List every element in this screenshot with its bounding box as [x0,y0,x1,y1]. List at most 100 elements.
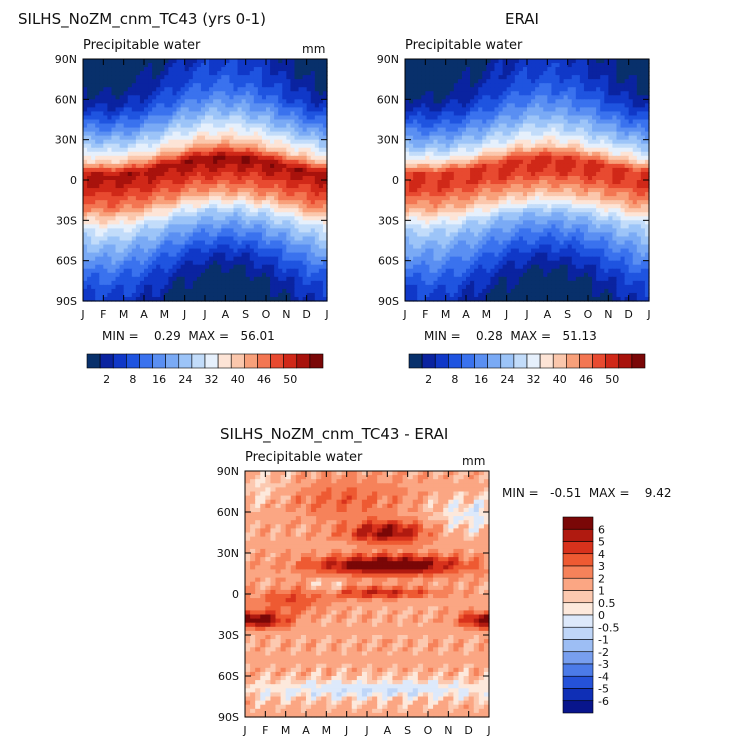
field-cell [197,281,202,286]
field-cell [270,140,275,145]
field-cell [254,228,259,233]
field-cell [560,75,565,80]
field-cell [262,79,267,84]
field-cell [564,132,569,137]
field-cell [201,160,206,165]
field-cell [503,120,508,125]
field-cell [238,132,243,137]
field-cell [560,107,565,112]
field-cell [91,232,96,237]
field-cell [421,67,426,72]
field-cell [193,63,198,68]
field-cell [507,71,512,76]
field-cell [95,103,100,108]
field-cell [103,265,108,270]
field-cell [168,265,173,270]
field-cell [185,224,190,229]
field-cell [140,269,145,274]
field-cell [148,241,153,246]
field-cell [294,111,299,116]
field-cell [454,79,459,84]
field-cell [290,63,295,68]
field-cell [612,124,617,129]
field-cell [294,220,299,225]
field-cell [217,168,222,173]
field-cell [307,192,312,197]
field-cell [535,75,540,80]
field-cell [442,111,447,116]
field-cell [140,184,145,189]
field-cell [274,269,279,274]
field-cell [274,184,279,189]
field-cell [608,67,613,72]
field-cell [99,164,104,169]
field-cell [83,220,88,225]
field-cell [290,168,295,173]
field-cell [311,188,316,193]
field-cell [454,63,459,68]
field-cell [531,63,536,68]
field-cell [91,164,96,169]
field-cell [254,152,259,157]
field-cell [124,257,129,262]
field-cell [103,156,108,161]
field-cell [116,87,121,92]
field-cell [111,172,116,177]
field-cell [425,103,430,108]
field-cell [551,71,556,76]
field-cell [172,188,177,193]
field-cell [311,281,316,286]
field-cell [95,216,100,221]
field-cell [156,257,161,262]
field-cell [132,67,137,72]
field-cell [111,115,116,120]
field-cell [499,67,504,72]
field-cell [181,261,186,266]
field-cell [319,289,324,294]
field-cell [238,241,243,246]
field-cell [433,87,438,92]
field-cell [266,196,271,201]
field-cell [107,293,112,298]
field-cell [103,128,108,133]
field-cell [156,200,161,205]
field-cell [201,91,206,96]
field-cell [629,79,634,84]
field-cell [425,79,430,84]
field-cell [474,115,479,120]
field-cell [278,152,283,157]
field-cell [185,144,190,149]
field-cell [274,293,279,298]
field-cell [442,103,447,108]
field-cell [107,236,112,241]
field-cell [132,257,137,262]
field-cell [531,79,536,84]
field-cell [547,99,552,104]
field-cell [99,140,104,145]
field-cell [233,184,238,189]
field-cell [499,75,504,80]
field-cell [152,111,157,116]
field-cell [608,99,613,104]
field-cell [120,144,125,149]
field-cell [633,107,638,112]
field-cell [405,115,410,120]
field-cell [580,71,585,76]
x-tick-label: A [222,308,230,321]
field-cell [103,107,108,112]
field-cell [311,95,316,100]
field-cell [116,107,121,112]
field-cell [144,249,149,254]
field-cell [201,196,206,201]
field-cell [442,71,447,76]
field-cell [450,87,455,92]
field-cell [282,188,287,193]
field-cell [290,232,295,237]
field-cell [116,115,121,120]
field-cell [83,184,88,189]
field-cell [429,79,434,84]
field-cell [246,111,251,116]
field-cell [515,111,520,116]
field-cell [433,79,438,84]
field-cell [294,83,299,88]
